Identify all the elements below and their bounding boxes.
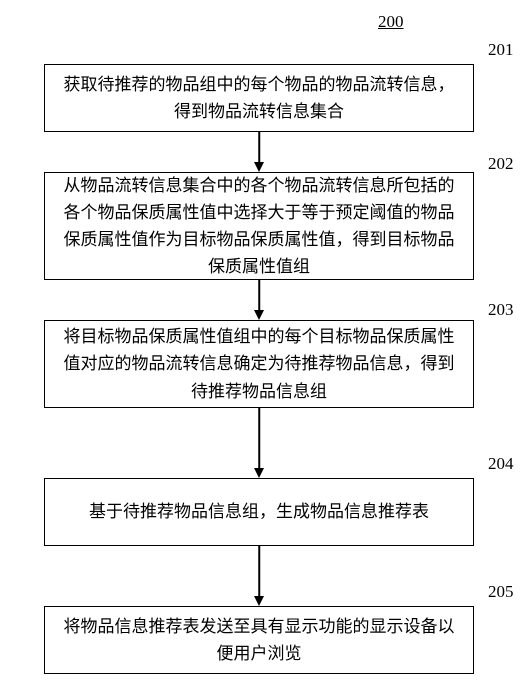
step-text: 将目标物品保质属性值组中的每个目标物品保质属性值对应的物品流转信息确定为待推荐物… [59, 323, 459, 405]
step-box-204: 基于待推荐物品信息组，生成物品信息推荐表 [44, 478, 474, 546]
arrow-head-icon [254, 596, 264, 606]
step-label-201: 201 [488, 40, 514, 60]
arrow-head-icon [254, 468, 264, 478]
step-label-202: 202 [488, 154, 514, 174]
arrow-line [258, 132, 260, 162]
arrow-head-icon [254, 162, 264, 172]
step-box-201: 获取待推荐的物品组中的每个物品的物品流转信息，得到物品流转信息集合 [44, 64, 474, 132]
step-box-202: 从物品流转信息集合中的各个物品流转信息所包括的各个物品保质属性值中选择大于等于预… [44, 172, 474, 280]
step-text: 基于待推荐物品信息组，生成物品信息推荐表 [89, 498, 429, 525]
step-box-205: 将物品信息推荐表发送至具有显示功能的显示设备以便用户浏览 [44, 606, 474, 674]
step-text: 将物品信息推荐表发送至具有显示功能的显示设备以便用户浏览 [59, 613, 459, 667]
step-label-203: 203 [488, 300, 514, 320]
arrow-head-icon [254, 310, 264, 320]
arrow-line [258, 546, 260, 596]
arrow-line [258, 280, 260, 310]
step-text: 从物品流转信息集合中的各个物品流转信息所包括的各个物品保质属性值中选择大于等于预… [59, 172, 459, 281]
step-label-204: 204 [488, 454, 514, 474]
step-label-205: 205 [488, 582, 514, 602]
step-text: 获取待推荐的物品组中的每个物品的物品流转信息，得到物品流转信息集合 [59, 71, 459, 125]
arrow-line [258, 408, 260, 468]
step-box-203: 将目标物品保质属性值组中的每个目标物品保质属性值对应的物品流转信息确定为待推荐物… [44, 320, 474, 408]
figure-number: 200 [378, 12, 404, 32]
